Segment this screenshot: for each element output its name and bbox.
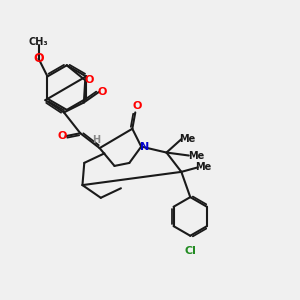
Text: O: O bbox=[57, 131, 67, 141]
Text: O: O bbox=[84, 75, 94, 85]
Text: CH₃: CH₃ bbox=[29, 37, 48, 47]
Text: Me: Me bbox=[188, 151, 204, 160]
Text: Me: Me bbox=[179, 134, 195, 144]
Text: H: H bbox=[93, 135, 101, 145]
Text: Me: Me bbox=[196, 162, 212, 172]
Text: N: N bbox=[140, 142, 149, 152]
Text: Cl: Cl bbox=[184, 246, 196, 256]
Text: O: O bbox=[33, 52, 44, 65]
Text: O: O bbox=[98, 87, 107, 97]
Text: O: O bbox=[132, 101, 142, 112]
